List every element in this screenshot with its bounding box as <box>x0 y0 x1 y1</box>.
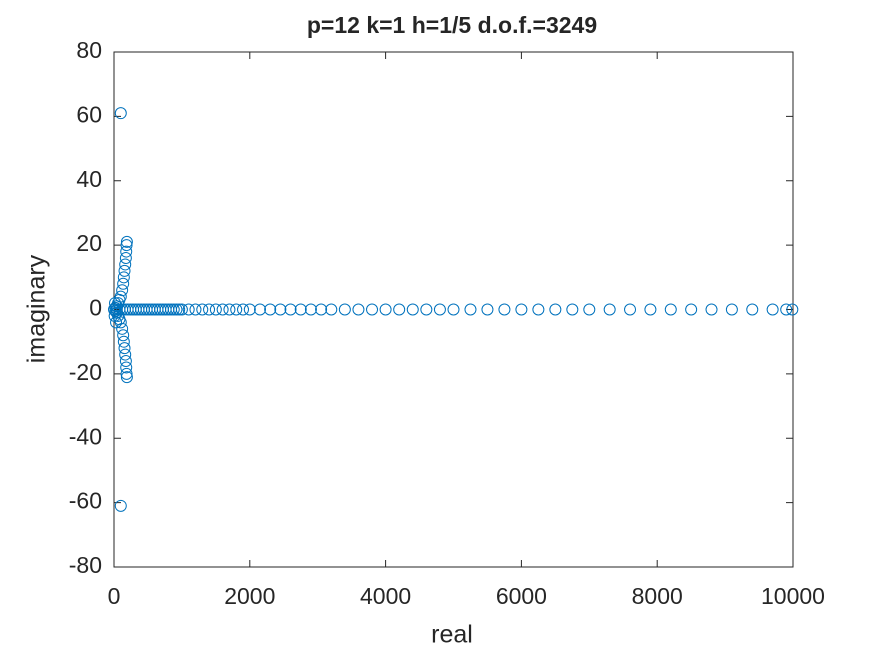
point <box>110 306 123 319</box>
point <box>583 303 596 316</box>
point <box>294 303 307 316</box>
point <box>117 277 130 290</box>
y-tick-label: -40 <box>69 423 102 449</box>
point <box>114 107 127 120</box>
point <box>110 300 123 313</box>
point <box>481 303 494 316</box>
point <box>624 303 637 316</box>
point <box>766 303 779 316</box>
y-tick-label: -20 <box>69 359 102 385</box>
x-tick-label: 2000 <box>224 583 275 609</box>
x-tick-label: 0 <box>108 583 121 609</box>
point <box>433 303 446 316</box>
point <box>725 303 738 316</box>
point <box>464 303 477 316</box>
point <box>196 303 209 316</box>
point <box>117 329 130 342</box>
point <box>119 348 132 361</box>
point <box>253 303 266 316</box>
point <box>170 303 183 316</box>
point <box>325 303 338 316</box>
point <box>119 258 132 271</box>
point <box>532 303 545 316</box>
y-tick-label: 40 <box>76 166 102 192</box>
y-axis-label: imaginary <box>23 254 51 363</box>
point <box>746 303 759 316</box>
point <box>705 303 718 316</box>
point <box>120 235 133 248</box>
point <box>420 303 433 316</box>
point <box>109 297 122 310</box>
point <box>120 367 133 380</box>
point <box>237 303 250 316</box>
point <box>109 301 122 314</box>
point <box>120 371 133 384</box>
point <box>175 303 188 316</box>
y-tick-label: 60 <box>76 101 102 127</box>
point <box>786 303 799 316</box>
point <box>189 303 202 316</box>
y-tick-label: 20 <box>76 230 102 256</box>
point <box>110 316 123 329</box>
point <box>780 303 793 316</box>
point <box>119 252 132 264</box>
point <box>230 303 243 316</box>
point <box>114 499 127 512</box>
x-axis-label: real <box>431 621 473 649</box>
point <box>379 303 392 316</box>
point <box>108 309 121 322</box>
point <box>116 284 129 297</box>
point <box>566 303 579 316</box>
point <box>603 303 616 316</box>
point <box>515 303 528 316</box>
point <box>203 303 216 316</box>
point <box>447 303 460 316</box>
point <box>315 303 328 316</box>
point <box>644 303 657 316</box>
point <box>274 303 287 316</box>
point <box>685 303 698 316</box>
point <box>119 355 132 367</box>
point <box>549 303 562 316</box>
point <box>118 342 131 355</box>
chart-title: p=12 k=1 h=1/5 d.o.f.=3249 <box>307 12 597 38</box>
point <box>223 303 236 316</box>
point <box>264 303 277 316</box>
point <box>393 303 406 316</box>
point <box>118 264 131 277</box>
point <box>304 303 317 316</box>
point <box>116 322 129 335</box>
x-tick-label: 4000 <box>360 583 411 609</box>
point <box>243 303 256 316</box>
x-tick-label: 6000 <box>496 583 547 609</box>
point <box>209 303 222 316</box>
y-tick-label: -80 <box>69 552 102 578</box>
point <box>352 303 365 316</box>
y-tick-label: 80 <box>76 37 102 63</box>
point <box>120 361 133 374</box>
point <box>120 245 133 258</box>
point <box>664 303 677 316</box>
x-tick-label: 8000 <box>632 583 683 609</box>
point <box>167 303 180 316</box>
point <box>117 271 130 284</box>
y-tick-label: -60 <box>69 488 102 514</box>
point <box>120 239 133 252</box>
y-tick-label: 0 <box>89 295 102 321</box>
point <box>182 303 195 316</box>
point <box>498 303 511 316</box>
point <box>338 303 351 316</box>
point <box>117 335 130 348</box>
point <box>284 303 297 316</box>
x-tick-label: 10000 <box>761 583 825 609</box>
point <box>366 303 379 316</box>
point <box>173 303 186 316</box>
point <box>406 303 419 316</box>
point <box>216 303 229 316</box>
